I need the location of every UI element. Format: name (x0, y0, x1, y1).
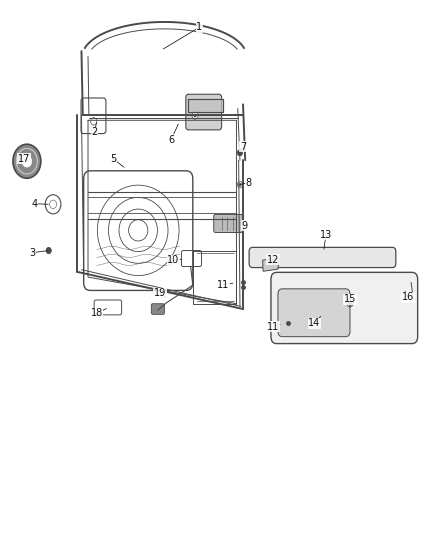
FancyBboxPatch shape (186, 94, 222, 130)
Text: 6: 6 (168, 135, 174, 145)
Text: 2: 2 (92, 127, 98, 137)
Text: 12: 12 (267, 255, 279, 264)
FancyBboxPatch shape (151, 304, 164, 314)
Circle shape (237, 150, 243, 156)
Circle shape (22, 156, 32, 167)
Text: 4: 4 (32, 199, 38, 209)
FancyBboxPatch shape (249, 247, 396, 268)
Text: 9: 9 (241, 221, 247, 231)
Text: 16: 16 (402, 292, 414, 302)
Text: 5: 5 (110, 154, 116, 164)
Circle shape (192, 112, 198, 119)
Circle shape (45, 195, 61, 214)
Text: 10: 10 (167, 255, 179, 265)
FancyBboxPatch shape (271, 272, 418, 344)
Text: 3: 3 (29, 248, 35, 257)
FancyBboxPatch shape (214, 214, 243, 232)
Text: 11: 11 (268, 321, 280, 332)
Text: 1: 1 (196, 22, 202, 33)
Circle shape (239, 183, 241, 186)
Text: 17: 17 (18, 154, 30, 164)
Text: 13: 13 (320, 230, 332, 240)
Circle shape (13, 144, 41, 178)
Text: 7: 7 (240, 142, 246, 152)
Text: 8: 8 (245, 177, 251, 188)
Text: 14: 14 (308, 318, 320, 328)
Polygon shape (263, 258, 279, 271)
Circle shape (46, 247, 51, 254)
Circle shape (194, 114, 196, 117)
Text: 18: 18 (91, 308, 103, 318)
Polygon shape (188, 99, 223, 112)
Text: 11: 11 (217, 280, 230, 289)
Text: 19: 19 (154, 288, 166, 298)
FancyBboxPatch shape (278, 289, 350, 337)
Text: 15: 15 (344, 294, 356, 304)
